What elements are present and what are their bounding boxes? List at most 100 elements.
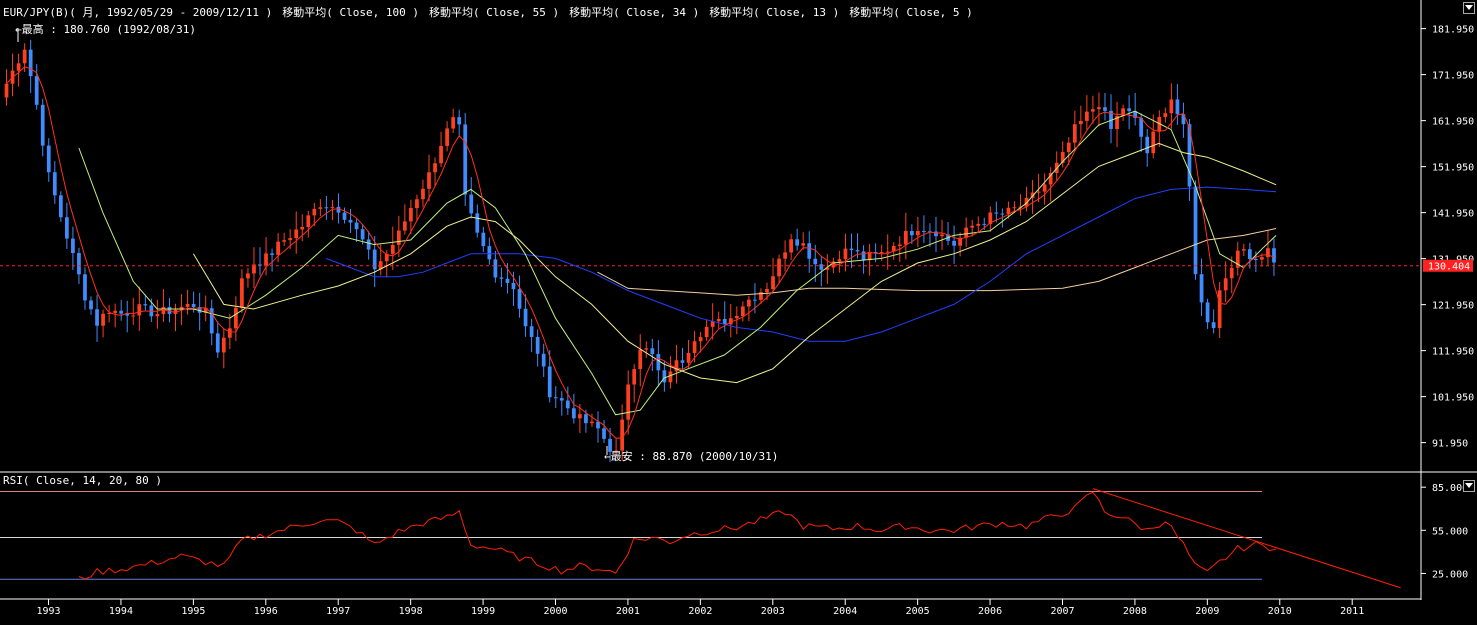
candle-body [903,231,908,245]
price-tick-label: 111.950 [1432,347,1474,358]
candle-body [167,306,172,314]
candle-body [783,252,787,259]
candle-body [952,240,956,246]
candle-body [52,172,57,196]
candle-body [722,318,727,325]
candle-body [547,366,552,398]
candle-body [614,450,618,452]
candle-body [125,313,130,316]
candle-body [137,304,142,316]
candle-body [1247,249,1252,260]
candle-body [916,231,920,236]
candle-body [348,219,353,223]
candle-body [710,321,715,327]
time-tick-label: 2006 [978,606,1002,617]
candle-body [1187,124,1192,187]
candle-body [1157,117,1162,132]
candle-body [1211,322,1216,328]
candle-body [209,308,214,334]
price-panel-menu-icon[interactable] [1463,2,1475,14]
time-tick-label: 1997 [326,606,350,617]
candle-body [1199,274,1204,303]
candle-body [71,238,75,254]
candle-body [372,249,377,270]
candle-body [101,313,105,326]
ma100-label: 移動平均( Close, 100 ) [282,6,419,19]
candle-body [34,76,39,105]
price-axis-bg [1421,0,1477,625]
ma34-label: 移動平均( Close, 34 ) [569,6,700,19]
candle-body [4,83,9,98]
candle-body [885,251,890,253]
min-price-label: ←最安 : 88.870 (2000/10/31) [604,450,779,463]
candle-body [246,273,250,279]
candle-body [1085,111,1089,121]
rsi-panel-menu-icon[interactable] [1463,480,1475,492]
candle-body [873,252,878,254]
candle-body [982,223,987,225]
candle-body [590,421,594,424]
candle-body [282,240,287,242]
candle-body [95,309,99,326]
candle-body [185,303,190,307]
candle-body [312,208,317,216]
candle-body [65,217,69,239]
candle-body [252,264,256,274]
candle-body [1048,172,1053,185]
candle-body [179,306,184,310]
candle-body [1097,107,1101,110]
current-price-label: 130.404 [1428,262,1470,273]
candle-body [1181,114,1186,125]
candle-body [994,212,999,214]
candle-body [789,239,794,253]
candle-body [390,244,395,254]
candle-body [559,398,564,401]
candle-body [493,259,498,278]
current-price-tag [1423,259,1473,272]
candle-body [680,360,685,363]
candle-body [143,304,148,306]
candle-body [1169,99,1174,114]
candle-body [258,264,262,266]
candle-body [867,252,872,261]
candle-body [1012,207,1017,209]
candle-body [1091,109,1095,112]
candle-body [264,253,268,266]
rsi-tick-label: 55.000 [1432,526,1468,537]
candle-body [1133,111,1138,118]
time-tick-label: 1993 [36,606,60,617]
candle-body [897,244,902,246]
candle-body [541,353,546,367]
candle-body [843,248,848,260]
ma-line-3 [78,110,1277,416]
ma-line-1 [325,186,1277,342]
candle-body [608,438,612,452]
time-tick-label: 2007 [1050,606,1074,617]
candle-body [270,253,274,255]
candle-body [674,360,679,372]
candle-body [1223,278,1228,291]
candle-body [602,428,606,439]
candle-body [970,225,975,228]
ma13-label: 移動平均( Close, 13 ) [709,6,840,19]
candle-body [650,348,655,355]
time-tick-label: 1996 [254,606,278,617]
candle-body [668,371,673,383]
candle-body [276,241,280,255]
ma-line-0 [597,228,1277,296]
candle-body [22,49,27,64]
candle-body [686,352,691,363]
candle-body [656,354,661,371]
time-tick-label: 2010 [1268,606,1292,617]
candle-body [909,231,914,236]
candle-body [1163,113,1168,118]
candle-body [396,230,401,245]
candle-body [89,300,93,310]
candle-body [765,288,769,293]
candle-body [584,414,588,424]
candle-body [306,215,311,227]
candle-body [131,315,136,317]
time-tick-label: 2002 [688,606,712,617]
candle-body [753,299,757,301]
